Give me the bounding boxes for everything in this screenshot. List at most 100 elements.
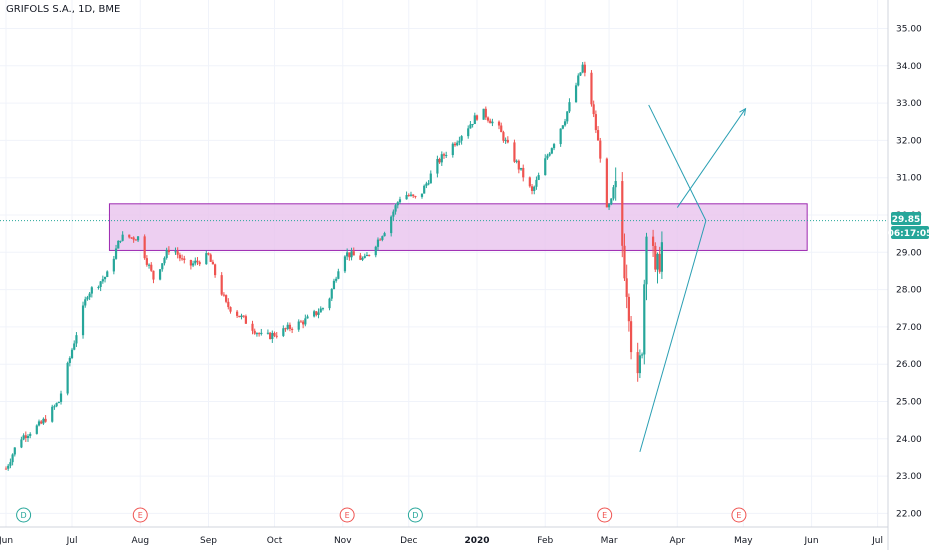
price-tick-label: 24.00 — [896, 435, 922, 445]
price-tick-label: 23.00 — [896, 472, 922, 482]
candle-body — [502, 132, 505, 141]
candle-body — [178, 254, 181, 259]
candle-body — [161, 263, 164, 270]
candle-body — [22, 435, 25, 440]
candle-body — [147, 264, 151, 266]
candle-body — [121, 234, 124, 241]
candle-body — [451, 143, 454, 156]
candle-body — [559, 128, 562, 145]
candle-body — [275, 335, 278, 337]
candle-body — [176, 251, 179, 255]
candle-body — [269, 332, 272, 339]
candle-body — [103, 277, 107, 280]
candle-body — [486, 117, 490, 121]
time-axis[interactable]: Jun Jul Aug Sep Oct Nov Dec 2020 Feb Mar Apr May Jun… — [0, 536, 883, 546]
candle-body — [291, 328, 294, 330]
event-marker-label: E — [345, 511, 350, 520]
candle-body — [255, 333, 259, 335]
dividend-marker[interactable] — [16, 507, 32, 523]
candle-body — [86, 297, 89, 300]
earnings-marker[interactable] — [731, 507, 747, 523]
candle-body — [528, 177, 531, 187]
price-axis[interactable]: 35.0034.0033.0032.0031.0030.0029.0028.00… — [896, 25, 922, 520]
price-tag-background — [891, 212, 921, 225]
candle-body — [70, 349, 74, 359]
time-tick-label: Aug — [131, 536, 149, 546]
candle-body — [550, 148, 553, 154]
candle-body — [460, 136, 463, 141]
earnings-marker[interactable] — [339, 507, 355, 523]
candle-body — [88, 293, 91, 298]
candle-body — [515, 160, 518, 162]
candle-body — [473, 115, 476, 125]
time-tick-label: Feb — [537, 536, 553, 546]
candle-body — [535, 179, 538, 187]
earnings-marker[interactable] — [597, 507, 613, 523]
candle-body — [209, 254, 212, 262]
trend-line[interactable] — [639, 220, 707, 452]
candle-body — [51, 406, 54, 422]
candle-body — [222, 294, 225, 296]
candle-body — [420, 193, 424, 197]
candle-body — [145, 258, 148, 265]
candle-body — [152, 270, 155, 280]
candle-body — [427, 183, 430, 185]
candle-body — [645, 236, 648, 285]
candle-body — [227, 301, 230, 308]
candle-body — [651, 236, 655, 246]
candle-body — [315, 311, 318, 315]
drawing-lines[interactable] — [639, 104, 747, 452]
candle-body — [396, 202, 399, 206]
candle-body — [436, 158, 439, 174]
candle-body — [57, 401, 60, 404]
trend-line[interactable] — [676, 108, 746, 208]
candle-body — [42, 418, 45, 424]
candle-body — [467, 128, 470, 137]
candle-body — [469, 124, 472, 129]
candle-body — [4, 468, 8, 470]
candle-body — [225, 295, 228, 302]
candle-body — [59, 393, 63, 402]
candle-body — [165, 249, 168, 258]
dividend-marker[interactable] — [407, 507, 423, 523]
candle-body — [658, 253, 661, 272]
candle-body — [453, 143, 457, 146]
candle-body — [581, 64, 584, 73]
candle-body — [548, 153, 551, 156]
candle-body — [533, 186, 536, 191]
trend-line[interactable] — [648, 104, 707, 221]
candle-body — [640, 354, 644, 356]
time-tick-label: Oct — [267, 536, 283, 546]
price-tick-label: 26.00 — [896, 360, 922, 370]
candle-body — [497, 121, 501, 126]
candle-body — [134, 239, 137, 241]
candle-body — [612, 187, 615, 199]
candle-body — [253, 330, 256, 334]
candle-body — [596, 130, 600, 141]
candle-body — [40, 421, 43, 424]
candle-body — [258, 333, 261, 335]
candle-body — [167, 249, 170, 253]
time-tick-label: Sep — [200, 536, 217, 546]
candle-body — [24, 435, 27, 439]
candle-body — [13, 447, 16, 455]
candle-body — [198, 262, 201, 265]
candle-body — [429, 173, 432, 184]
time-tick-label: Jun — [0, 536, 13, 546]
time-tick-label: Nov — [334, 536, 352, 546]
candle-body — [636, 352, 639, 374]
time-tick-label: May — [734, 536, 753, 546]
candle-body — [381, 236, 384, 240]
candle-body — [546, 155, 549, 159]
candle-body — [425, 183, 428, 186]
event-marker-label: E — [602, 511, 607, 520]
candle-body — [11, 454, 14, 463]
candle-body — [438, 158, 441, 163]
candle-body — [392, 211, 395, 217]
candle-body — [442, 154, 446, 156]
resistance-zone-rectangle[interactable] — [108, 203, 808, 251]
candle-body — [352, 251, 355, 256]
earnings-marker[interactable] — [132, 507, 148, 523]
